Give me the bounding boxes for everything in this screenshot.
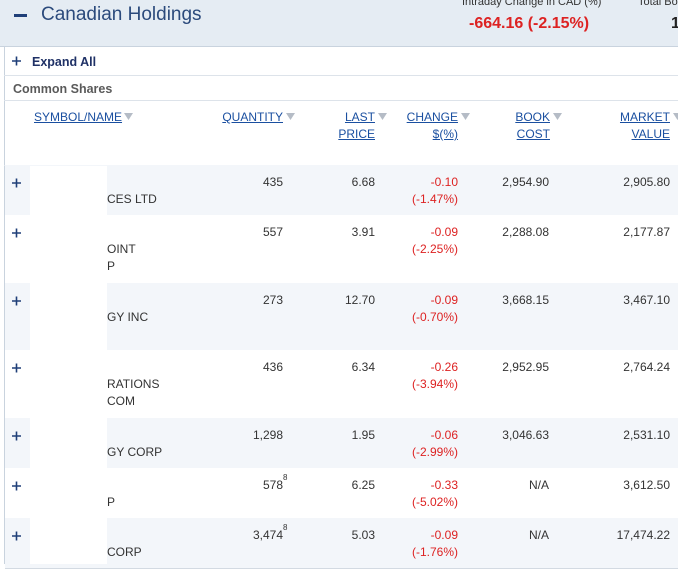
quantity: 1,298 [252, 428, 283, 442]
divider [4, 100, 678, 101]
last-price: 6.68 [351, 175, 375, 189]
quantity: 436 [262, 360, 283, 374]
change-pct: (-3.94%) [411, 377, 458, 391]
expand-all[interactable]: Expand All [32, 55, 97, 69]
group-title: Common Shares [13, 82, 113, 96]
change: -0.09 [430, 225, 458, 239]
change-pct: (-1.47%) [411, 192, 458, 206]
sort-arrow[interactable] [286, 113, 295, 121]
market-value: 17,474.22 [616, 528, 670, 542]
expand-row[interactable] [11, 480, 23, 492]
column-header[interactable]: MARKET [619, 110, 670, 124]
last-price: 3.91 [351, 225, 375, 239]
change: -0.06 [430, 428, 458, 442]
change-pct: (-0.70%) [411, 310, 458, 324]
book-cost: 3,046.63 [502, 428, 549, 442]
table-row [5, 518, 678, 569]
table-row [5, 283, 678, 351]
market-value: 2,177.87 [623, 225, 670, 239]
column-header[interactable]: LAST [344, 110, 375, 124]
sort-arrow[interactable] [378, 113, 387, 121]
left-border [4, 46, 5, 564]
book-cost: 2,952.95 [502, 360, 549, 374]
security-name: RATIONS [107, 377, 160, 391]
change-pct: (-1.76%) [411, 545, 458, 559]
column-header[interactable]: QUANTITY [222, 110, 283, 124]
change-pct: (-2.99%) [411, 445, 458, 459]
column-header[interactable]: PRICE [338, 127, 375, 141]
security-name: CES LTD [107, 192, 157, 206]
divider [4, 75, 678, 76]
footnote: 8 [283, 473, 288, 482]
total-label: Total Boo [638, 0, 678, 8]
total-value: 1 [671, 15, 678, 32]
security-name: GY INC [107, 310, 149, 324]
security-name: P [107, 495, 116, 509]
section-title: Canadian Holdings [41, 4, 202, 25]
sort-arrow[interactable] [124, 113, 133, 121]
change-pct: (-2.25%) [411, 242, 458, 256]
header-bar [0, 0, 678, 47]
change: -0.09 [430, 293, 458, 307]
quantity: 3,474 [252, 528, 283, 542]
change-pct: (-5.02%) [411, 495, 458, 509]
column-header[interactable]: SYMBOL/NAME [34, 110, 123, 124]
last-price: 5.03 [351, 528, 375, 542]
change: -0.26 [430, 360, 458, 374]
collapse-icon[interactable] [12, 8, 30, 22]
quantity: 435 [262, 175, 283, 189]
book-cost: N/A [528, 528, 549, 542]
expand-row[interactable] [11, 295, 23, 307]
market-value: 3,467.10 [623, 293, 670, 307]
book-cost: 2,954.90 [502, 175, 549, 189]
last-price: 1.95 [351, 428, 375, 442]
sort-arrow[interactable] [461, 113, 470, 121]
redaction [30, 166, 107, 564]
table-row [5, 215, 678, 284]
quantity: 557 [262, 225, 283, 239]
last-price: 12.70 [344, 293, 375, 307]
column-header[interactable]: VALUE [631, 127, 670, 141]
security-name: GY CORP [107, 445, 163, 459]
last-price: 6.34 [351, 360, 375, 374]
quantity: 273 [262, 293, 283, 307]
column-header[interactable]: COST [516, 127, 550, 141]
table-row [5, 350, 678, 419]
market-value: 3,612.50 [623, 478, 670, 492]
sort-arrow[interactable] [673, 113, 678, 121]
intraday-value: -664.16 (-2.15%) [469, 15, 590, 32]
sort-arrow[interactable] [553, 113, 562, 121]
intraday-label: Intraday Change in CAD (%) [462, 0, 602, 8]
expand-row[interactable] [11, 430, 23, 442]
change: -0.09 [430, 528, 458, 542]
change: -0.10 [430, 175, 458, 189]
expand-icon[interactable] [11, 55, 23, 67]
book-cost: 2,288.08 [502, 225, 549, 239]
market-value: 2,531.10 [623, 428, 670, 442]
column-header[interactable]: CHANGE [406, 110, 458, 124]
book-cost: N/A [528, 478, 549, 492]
column-header[interactable]: $(%) [432, 127, 458, 141]
security-name: COM [107, 394, 135, 408]
security-name: P [107, 259, 116, 273]
change: -0.33 [430, 478, 458, 492]
expand-row[interactable] [11, 530, 23, 542]
column-header[interactable]: BOOK [515, 110, 550, 124]
market-value: 2,905.80 [623, 175, 670, 189]
quantity: 578 [262, 478, 283, 492]
security-name: OINT [107, 242, 136, 256]
expand-row[interactable] [11, 362, 23, 374]
expand-row[interactable] [11, 177, 23, 189]
footnote: 8 [283, 523, 288, 532]
market-value: 2,764.24 [623, 360, 670, 374]
last-price: 6.25 [351, 478, 375, 492]
expand-row[interactable] [11, 227, 23, 239]
security-name: CORP [107, 545, 142, 559]
book-cost: 3,668.15 [502, 293, 549, 307]
